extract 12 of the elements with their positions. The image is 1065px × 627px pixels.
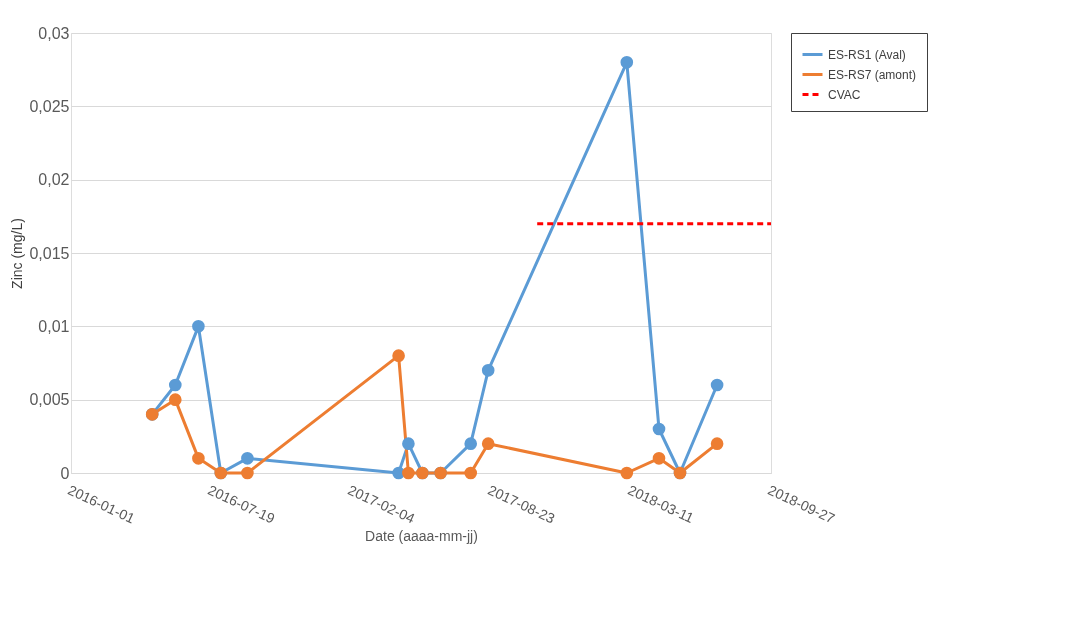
y-axis-title: Zinc (mg/L): [9, 218, 26, 289]
y-tick-label: 0,01: [38, 317, 70, 335]
y-tick-label: 0,02: [38, 171, 70, 189]
legend-label: CVAC: [828, 87, 861, 102]
legend-label: ES-RS1 (Aval): [828, 47, 906, 62]
y-tick-label: 0,03: [38, 24, 70, 42]
y-tick-label: 0: [60, 464, 70, 482]
legend-label: ES-RS7 (amont): [828, 67, 917, 82]
y-tick-label: 0,025: [29, 97, 70, 115]
x-axis-title: Date (aaaa-mm-jj): [365, 528, 478, 545]
y-tick-label: 0,005: [29, 391, 70, 409]
y-tick-label: 0,015: [29, 244, 70, 262]
